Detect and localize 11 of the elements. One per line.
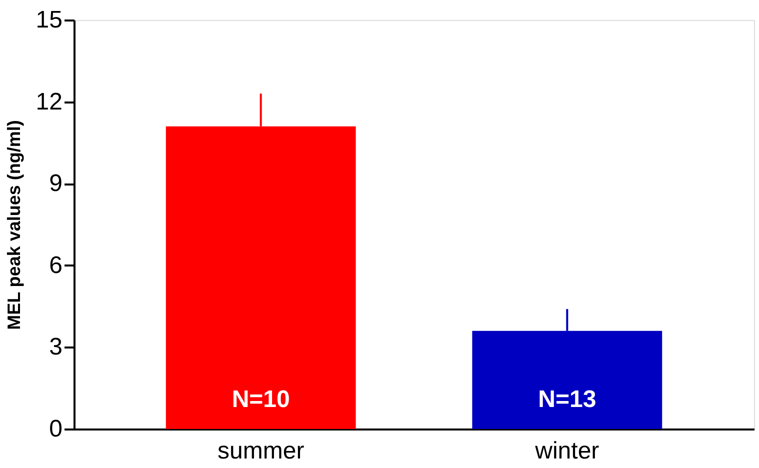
annotation: N=10 [232, 386, 290, 413]
x-tick-label: summer [218, 438, 304, 464]
y-tick-label: 6 [49, 252, 62, 279]
y-tick-label: 15 [36, 6, 62, 34]
x-tick-label: winter [534, 438, 600, 464]
y-axis-title: MEL peak values (ng/ml) [4, 120, 24, 330]
y-tick-label: 9 [49, 170, 62, 198]
y-tick-label: 12 [36, 88, 62, 116]
annotation: N=13 [538, 386, 596, 413]
y-tick-label: 3 [49, 334, 62, 361]
y-tick-label: 0 [49, 416, 62, 442]
